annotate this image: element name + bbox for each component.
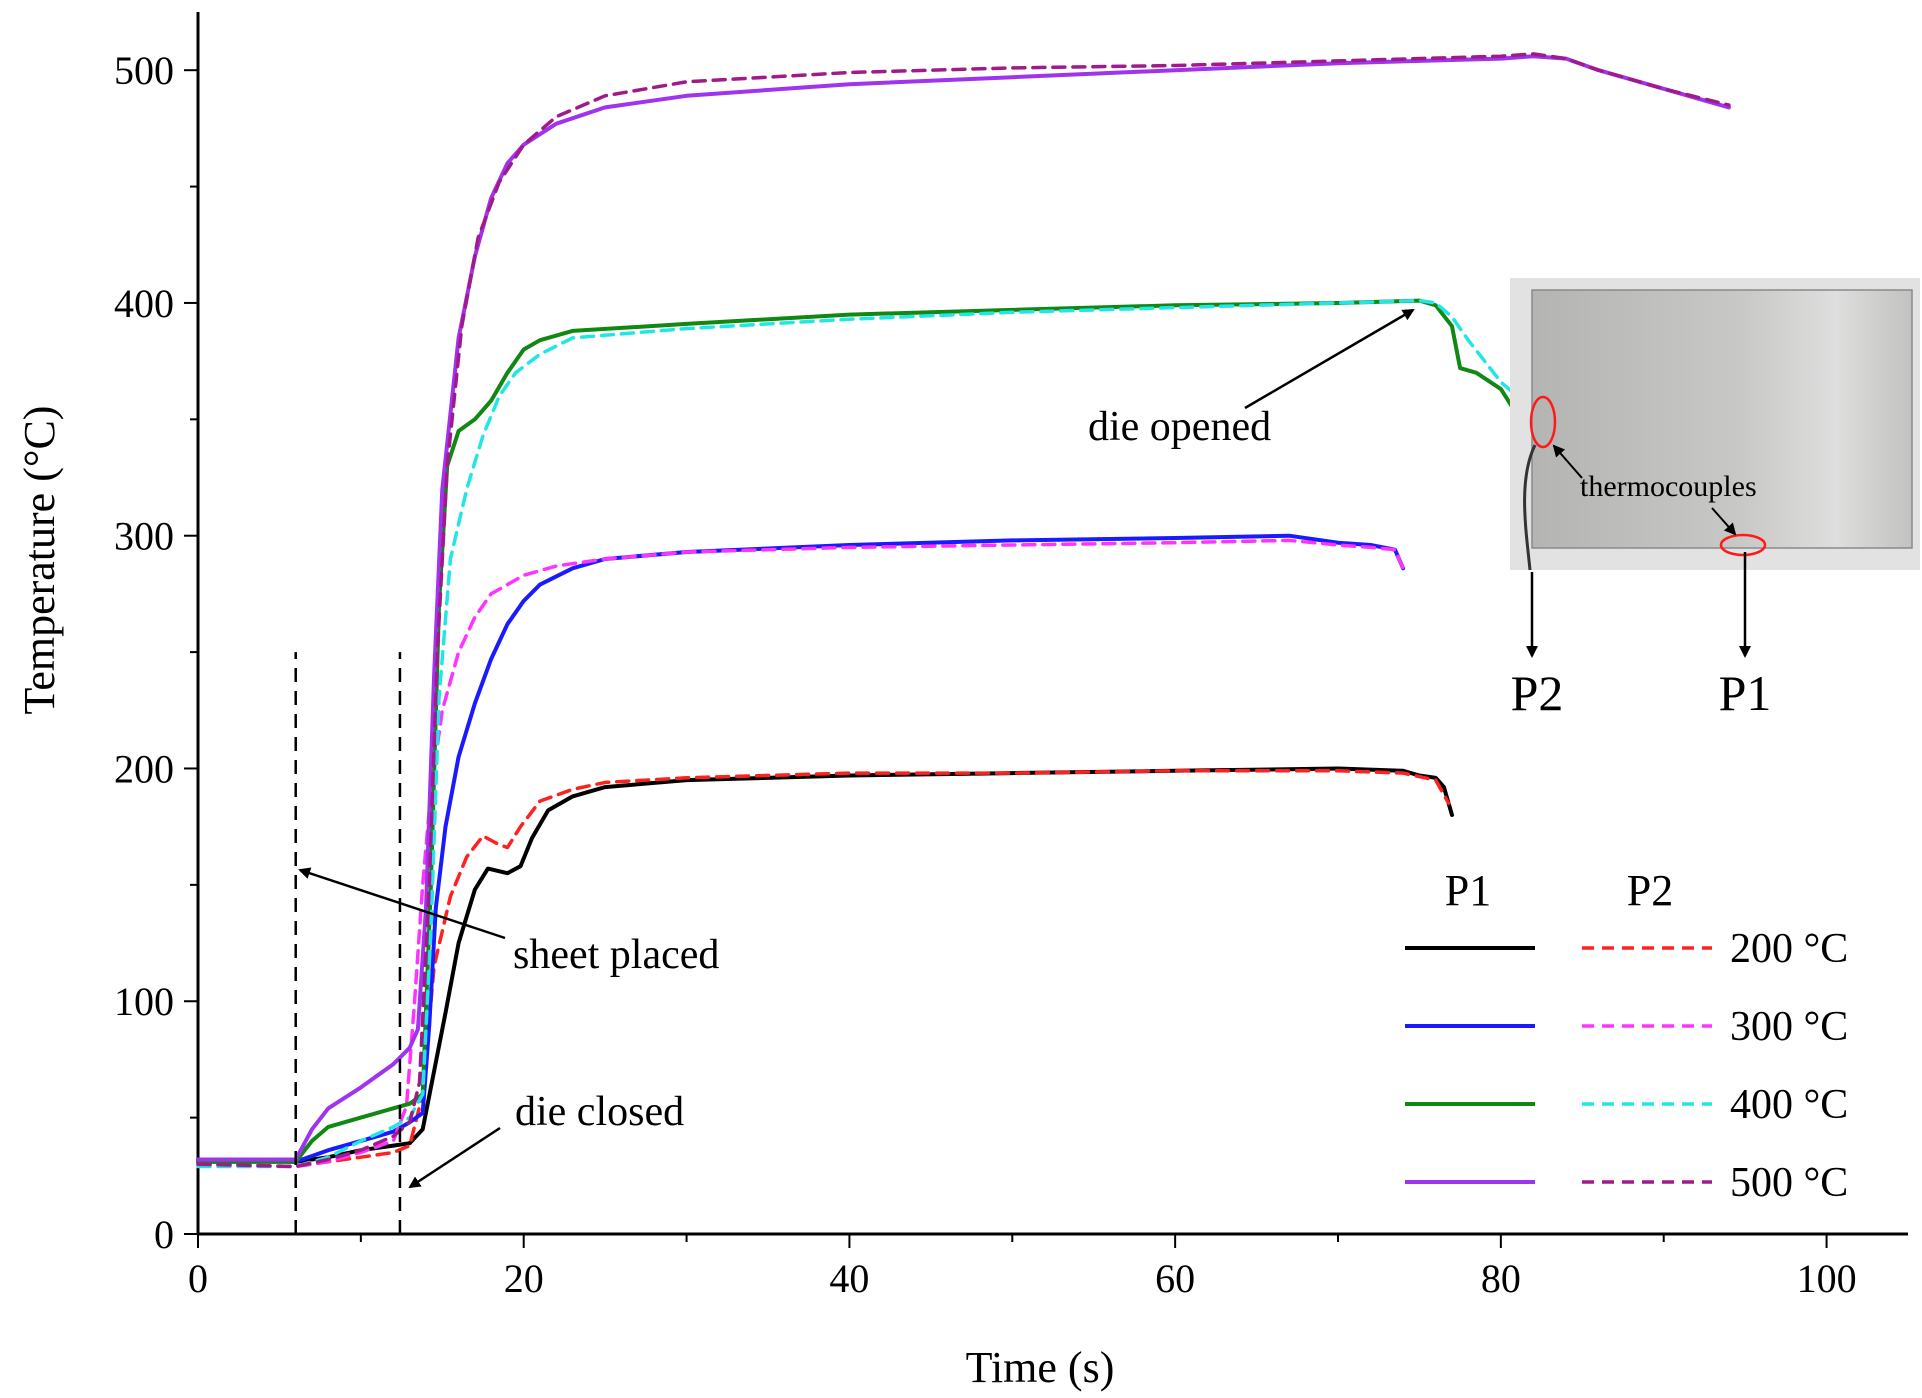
y-tick-label: 0	[154, 1212, 174, 1257]
thermocouples-caption: thermocouples	[1580, 470, 1757, 503]
legend-label: 200 °C	[1730, 926, 1848, 972]
legend-rows: 200 °C 300 °C 400 °C 500 °C	[1405, 926, 1848, 1206]
inset-photo: thermocouples	[1510, 278, 1920, 571]
legend: P1 P2 200 °C 300 °C 400 °C 500 °C	[1405, 866, 1848, 1206]
series-line-p1_400	[196, 298, 1520, 1164]
die-closed-arrow	[408, 1126, 501, 1189]
legend-label: 400 °C	[1730, 1082, 1848, 1128]
caption-arrow-p1	[1711, 507, 1737, 536]
x-tick-label: 60	[1155, 1256, 1195, 1301]
legend-header-p1: P1	[1445, 866, 1491, 915]
caption-arrow-p2	[1552, 444, 1583, 479]
legend-label: 500 °C	[1730, 1160, 1848, 1206]
y-ticks: 0 100 200 300 400 500	[114, 48, 198, 1257]
p2-label: P2	[1511, 665, 1564, 721]
thermocouple-p1-marker	[1719, 533, 1767, 557]
x-tick-label: 20	[504, 1256, 544, 1301]
legend-label: 300 °C	[1730, 1004, 1848, 1050]
die-closed-label: die closed	[515, 1089, 684, 1135]
series-layer	[196, 52, 1731, 1169]
sheet-placed-label: sheet placed	[513, 932, 719, 978]
series-line-p2_400	[196, 298, 1519, 1169]
series-line-p2_300	[196, 538, 1405, 1169]
x-tick-label: 0	[188, 1256, 208, 1301]
series-line-p1_300	[196, 533, 1406, 1164]
y-tick-label: 300	[114, 514, 174, 559]
axes	[196, 12, 1908, 1236]
die-opened-label: die opened	[1088, 404, 1271, 450]
y-tick-label: 100	[114, 979, 174, 1024]
y-axis-title: Temperature (°C)	[15, 406, 64, 715]
x-ticks: 0 20 40 60 80 100	[188, 1234, 1857, 1301]
legend-header-p2: P2	[1627, 866, 1673, 915]
series-line-p1_200	[196, 766, 1454, 1164]
series-line-p1_500	[196, 54, 1731, 1162]
y-tick-label: 500	[114, 48, 174, 93]
p1-label: P1	[1719, 665, 1772, 721]
x-tick-label: 40	[829, 1256, 869, 1301]
y-tick-label: 400	[114, 281, 174, 326]
thermocouple-p2-marker	[1529, 395, 1557, 449]
sheet-image	[1531, 289, 1913, 549]
thermocouple-wire	[1523, 444, 1537, 571]
y-tick-label: 200	[114, 746, 174, 791]
position-labels: P2 P1	[1511, 552, 1772, 721]
x-axis-title: Time (s)	[966, 1343, 1115, 1392]
x-tick-label: 100	[1797, 1256, 1857, 1301]
vlines-layer	[294, 652, 402, 1234]
x-tick-label: 80	[1481, 1256, 1521, 1301]
die-opened-arrow	[1244, 308, 1415, 410]
annotations: sheet placed die closed die opened	[298, 308, 1415, 1189]
sheet-placed-arrow	[298, 867, 506, 940]
series-line-p2_200	[196, 769, 1451, 1169]
